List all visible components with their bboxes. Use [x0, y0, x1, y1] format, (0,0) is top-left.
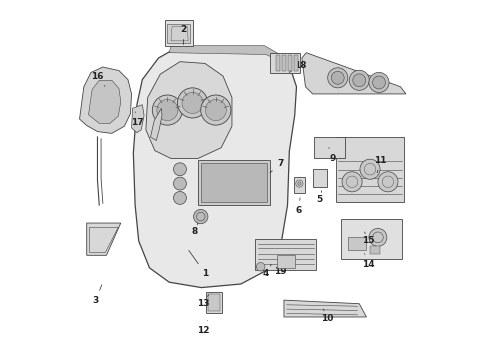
Polygon shape — [88, 80, 121, 123]
Text: 12: 12 — [197, 321, 209, 335]
Bar — [348, 237, 365, 250]
Polygon shape — [167, 24, 190, 43]
Text: 4: 4 — [262, 264, 271, 278]
Text: 17: 17 — [130, 112, 143, 127]
Text: 18: 18 — [289, 61, 305, 72]
Bar — [207, 294, 220, 311]
Circle shape — [341, 172, 362, 192]
Circle shape — [327, 68, 347, 88]
Bar — [369, 246, 379, 253]
Polygon shape — [150, 108, 162, 140]
Text: 11: 11 — [374, 156, 386, 173]
Text: 1: 1 — [188, 251, 208, 278]
Circle shape — [205, 99, 226, 121]
Circle shape — [173, 163, 186, 176]
Circle shape — [173, 192, 186, 204]
Text: 10: 10 — [320, 309, 332, 323]
Circle shape — [368, 72, 388, 93]
Polygon shape — [340, 220, 402, 259]
Polygon shape — [269, 53, 300, 73]
Bar — [205, 292, 222, 313]
Text: 3: 3 — [92, 285, 102, 305]
Bar — [201, 163, 266, 202]
Polygon shape — [131, 105, 144, 133]
Circle shape — [152, 95, 182, 125]
Polygon shape — [335, 137, 403, 202]
Text: 7: 7 — [269, 159, 283, 173]
Text: 19: 19 — [273, 262, 286, 276]
Bar — [276, 55, 279, 71]
Polygon shape — [86, 223, 121, 255]
Circle shape — [157, 99, 178, 121]
Polygon shape — [145, 62, 231, 158]
Circle shape — [177, 88, 207, 118]
Bar — [198, 160, 269, 205]
Polygon shape — [312, 169, 326, 187]
Polygon shape — [133, 51, 296, 288]
Circle shape — [359, 159, 379, 179]
Polygon shape — [293, 177, 304, 193]
Polygon shape — [164, 21, 192, 45]
Circle shape — [256, 262, 264, 271]
Circle shape — [297, 182, 301, 185]
Text: 14: 14 — [361, 253, 374, 269]
Circle shape — [330, 71, 344, 84]
Polygon shape — [169, 45, 287, 65]
Polygon shape — [314, 137, 344, 158]
Polygon shape — [301, 53, 405, 94]
Bar — [287, 55, 291, 71]
Text: 5: 5 — [316, 191, 322, 204]
Text: 6: 6 — [295, 198, 301, 215]
Polygon shape — [255, 239, 316, 270]
Circle shape — [201, 95, 230, 125]
Circle shape — [173, 177, 186, 190]
Text: 9: 9 — [328, 148, 335, 163]
Circle shape — [372, 76, 385, 89]
Circle shape — [352, 74, 365, 87]
Text: 2: 2 — [180, 25, 186, 45]
Polygon shape — [80, 67, 131, 134]
Text: 16: 16 — [91, 72, 104, 86]
Polygon shape — [284, 300, 366, 317]
Circle shape — [348, 70, 368, 90]
Polygon shape — [276, 255, 294, 268]
Bar — [282, 55, 285, 71]
Circle shape — [182, 93, 203, 113]
Circle shape — [193, 210, 207, 224]
Bar — [293, 55, 297, 71]
Circle shape — [377, 172, 397, 192]
Text: 8: 8 — [191, 223, 198, 237]
Text: 15: 15 — [361, 232, 374, 246]
Text: 13: 13 — [197, 295, 209, 308]
Circle shape — [368, 228, 386, 246]
